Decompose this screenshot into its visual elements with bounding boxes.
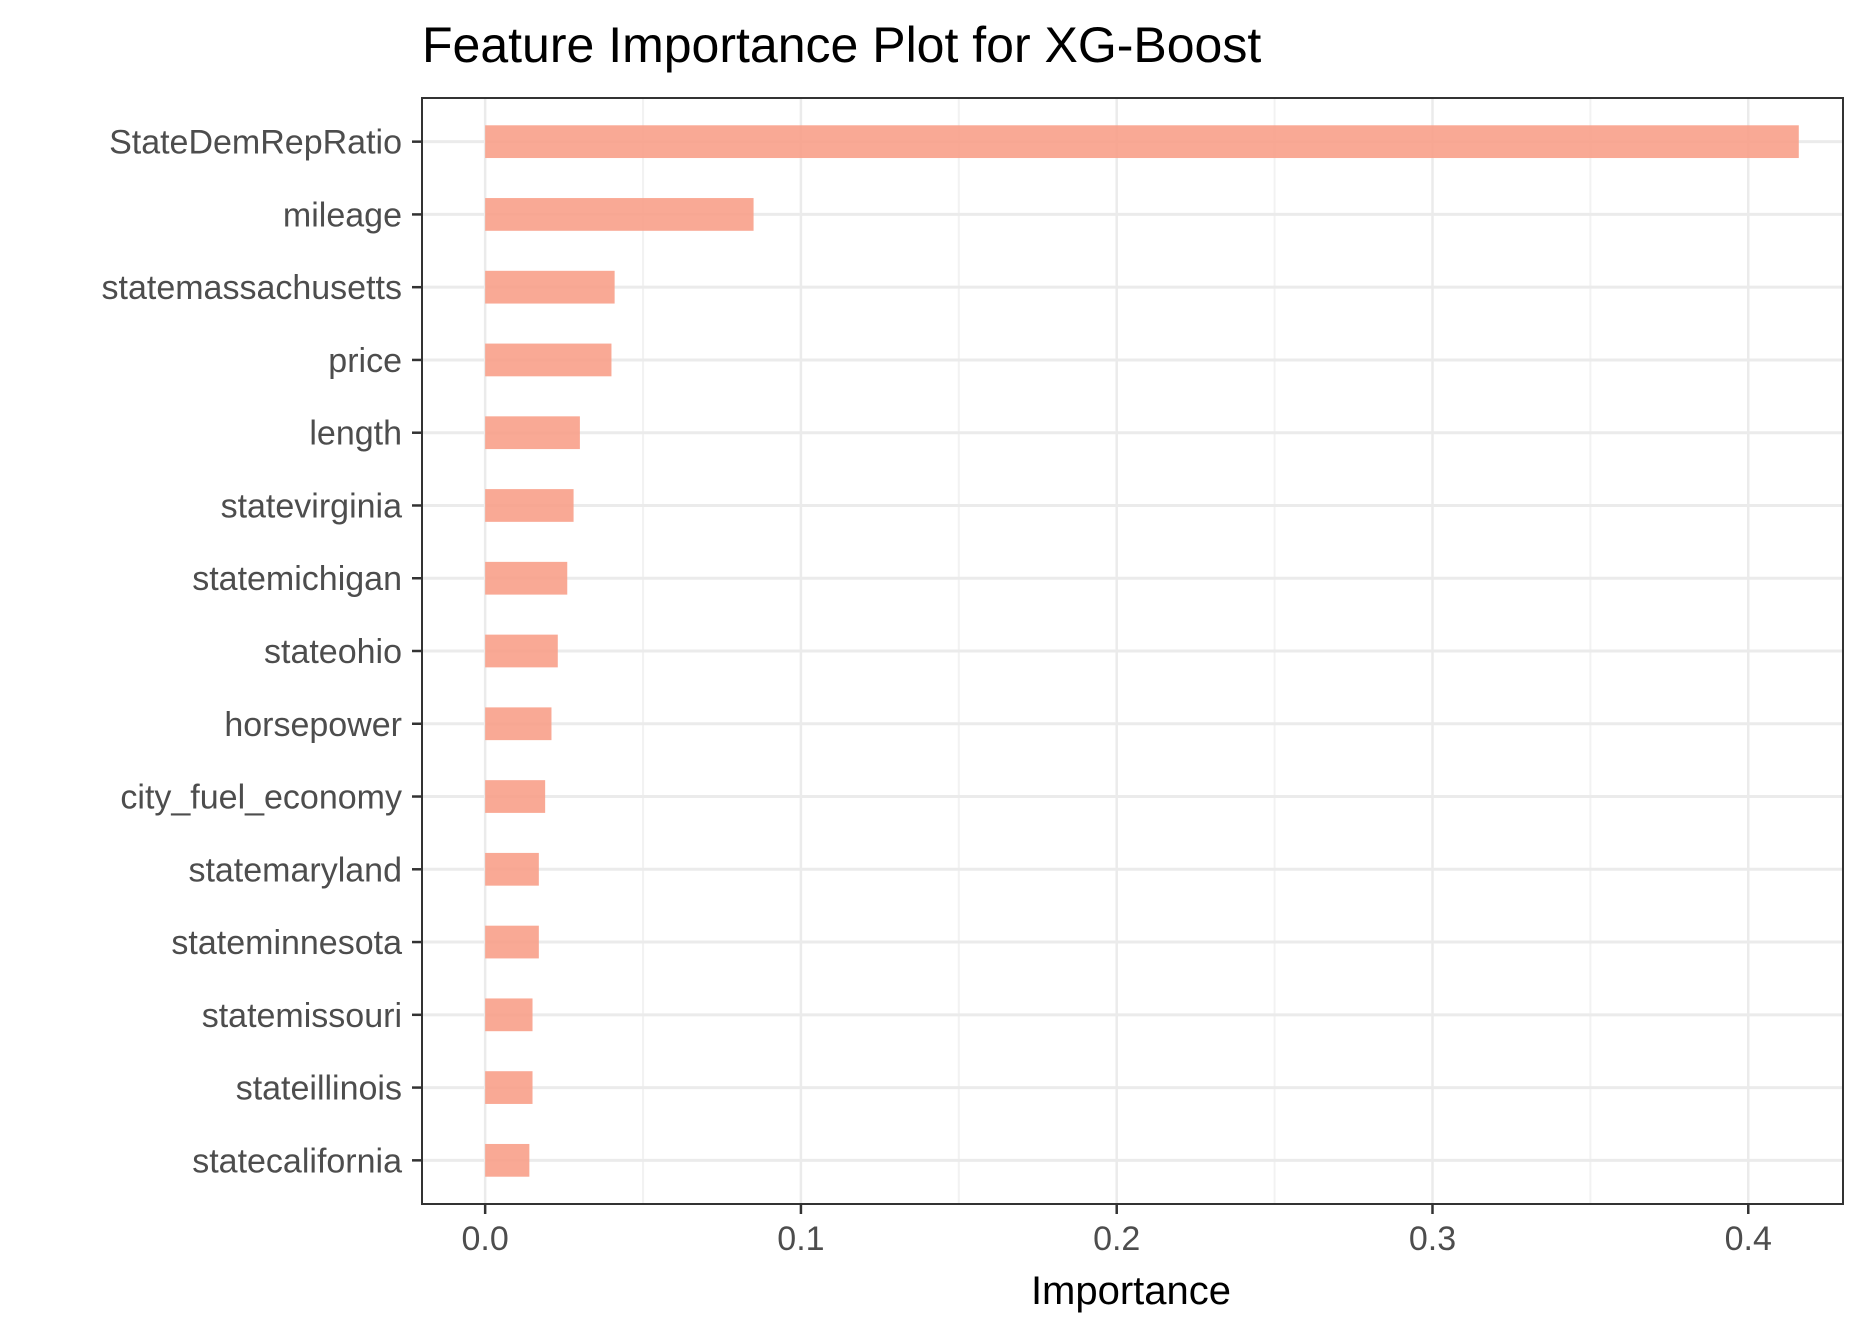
x-axis-title: Importance (1031, 1269, 1231, 1313)
y-tick-label: horsepower (224, 706, 402, 744)
bar-price (485, 343, 612, 377)
y-tick-label: statemaryland (188, 851, 402, 889)
y-axis: StateDemRepRatio mileage statemassachusett… (102, 124, 422, 1180)
bar-statemassachusetts (485, 270, 615, 304)
y-tick-label: statemissouri (202, 997, 402, 1035)
bar-stateillinois (485, 1071, 533, 1104)
bar-statemaryland (485, 852, 539, 886)
y-tick-label: stateminnesota (171, 924, 402, 962)
bar-mileage (485, 198, 754, 231)
y-tick-label: StateDemRepRatio (109, 124, 402, 162)
y-tick-label: statemichigan (192, 560, 402, 598)
bar-statemichigan (485, 561, 568, 595)
x-tick-label: 0.3 (1409, 1220, 1456, 1258)
y-tick-label: length (309, 415, 402, 453)
bar-length (485, 416, 580, 450)
x-tick-label: 0.1 (777, 1220, 824, 1258)
x-tick-label: 0.0 (462, 1220, 509, 1258)
bar-statemissouri (485, 998, 533, 1032)
bar-statevirginia (485, 489, 574, 522)
bar-city_fuel_economy (485, 780, 546, 813)
y-tick-label: city_fuel_economy (120, 779, 402, 817)
y-tick-label: stateohio (264, 633, 402, 671)
y-tick-label: statecalifornia (192, 1142, 402, 1180)
chart-title: Feature Importance Plot for XG-Boost (422, 17, 1261, 73)
y-tick-label: price (328, 342, 402, 380)
y-tick-label: statevirginia (221, 487, 403, 525)
y-tick-label: mileage (283, 196, 402, 234)
bar-stateohio (485, 634, 558, 668)
x-axis: 0.0 0.1 0.2 0.3 0.4 (462, 1204, 1772, 1258)
x-tick-label: 0.2 (1093, 1220, 1140, 1258)
grid-layer (422, 98, 1843, 1204)
y-tick-label: statemassachusetts (102, 269, 402, 307)
x-tick-label: 0.4 (1725, 1220, 1772, 1258)
bar-StateDemRepRatio (485, 125, 1799, 159)
y-tick-label: stateillinois (236, 1070, 402, 1108)
bars-layer (485, 125, 1799, 1177)
bar-stateminnesota (485, 925, 539, 959)
bar-horsepower (485, 707, 552, 741)
bar-statecalifornia (485, 1143, 530, 1177)
